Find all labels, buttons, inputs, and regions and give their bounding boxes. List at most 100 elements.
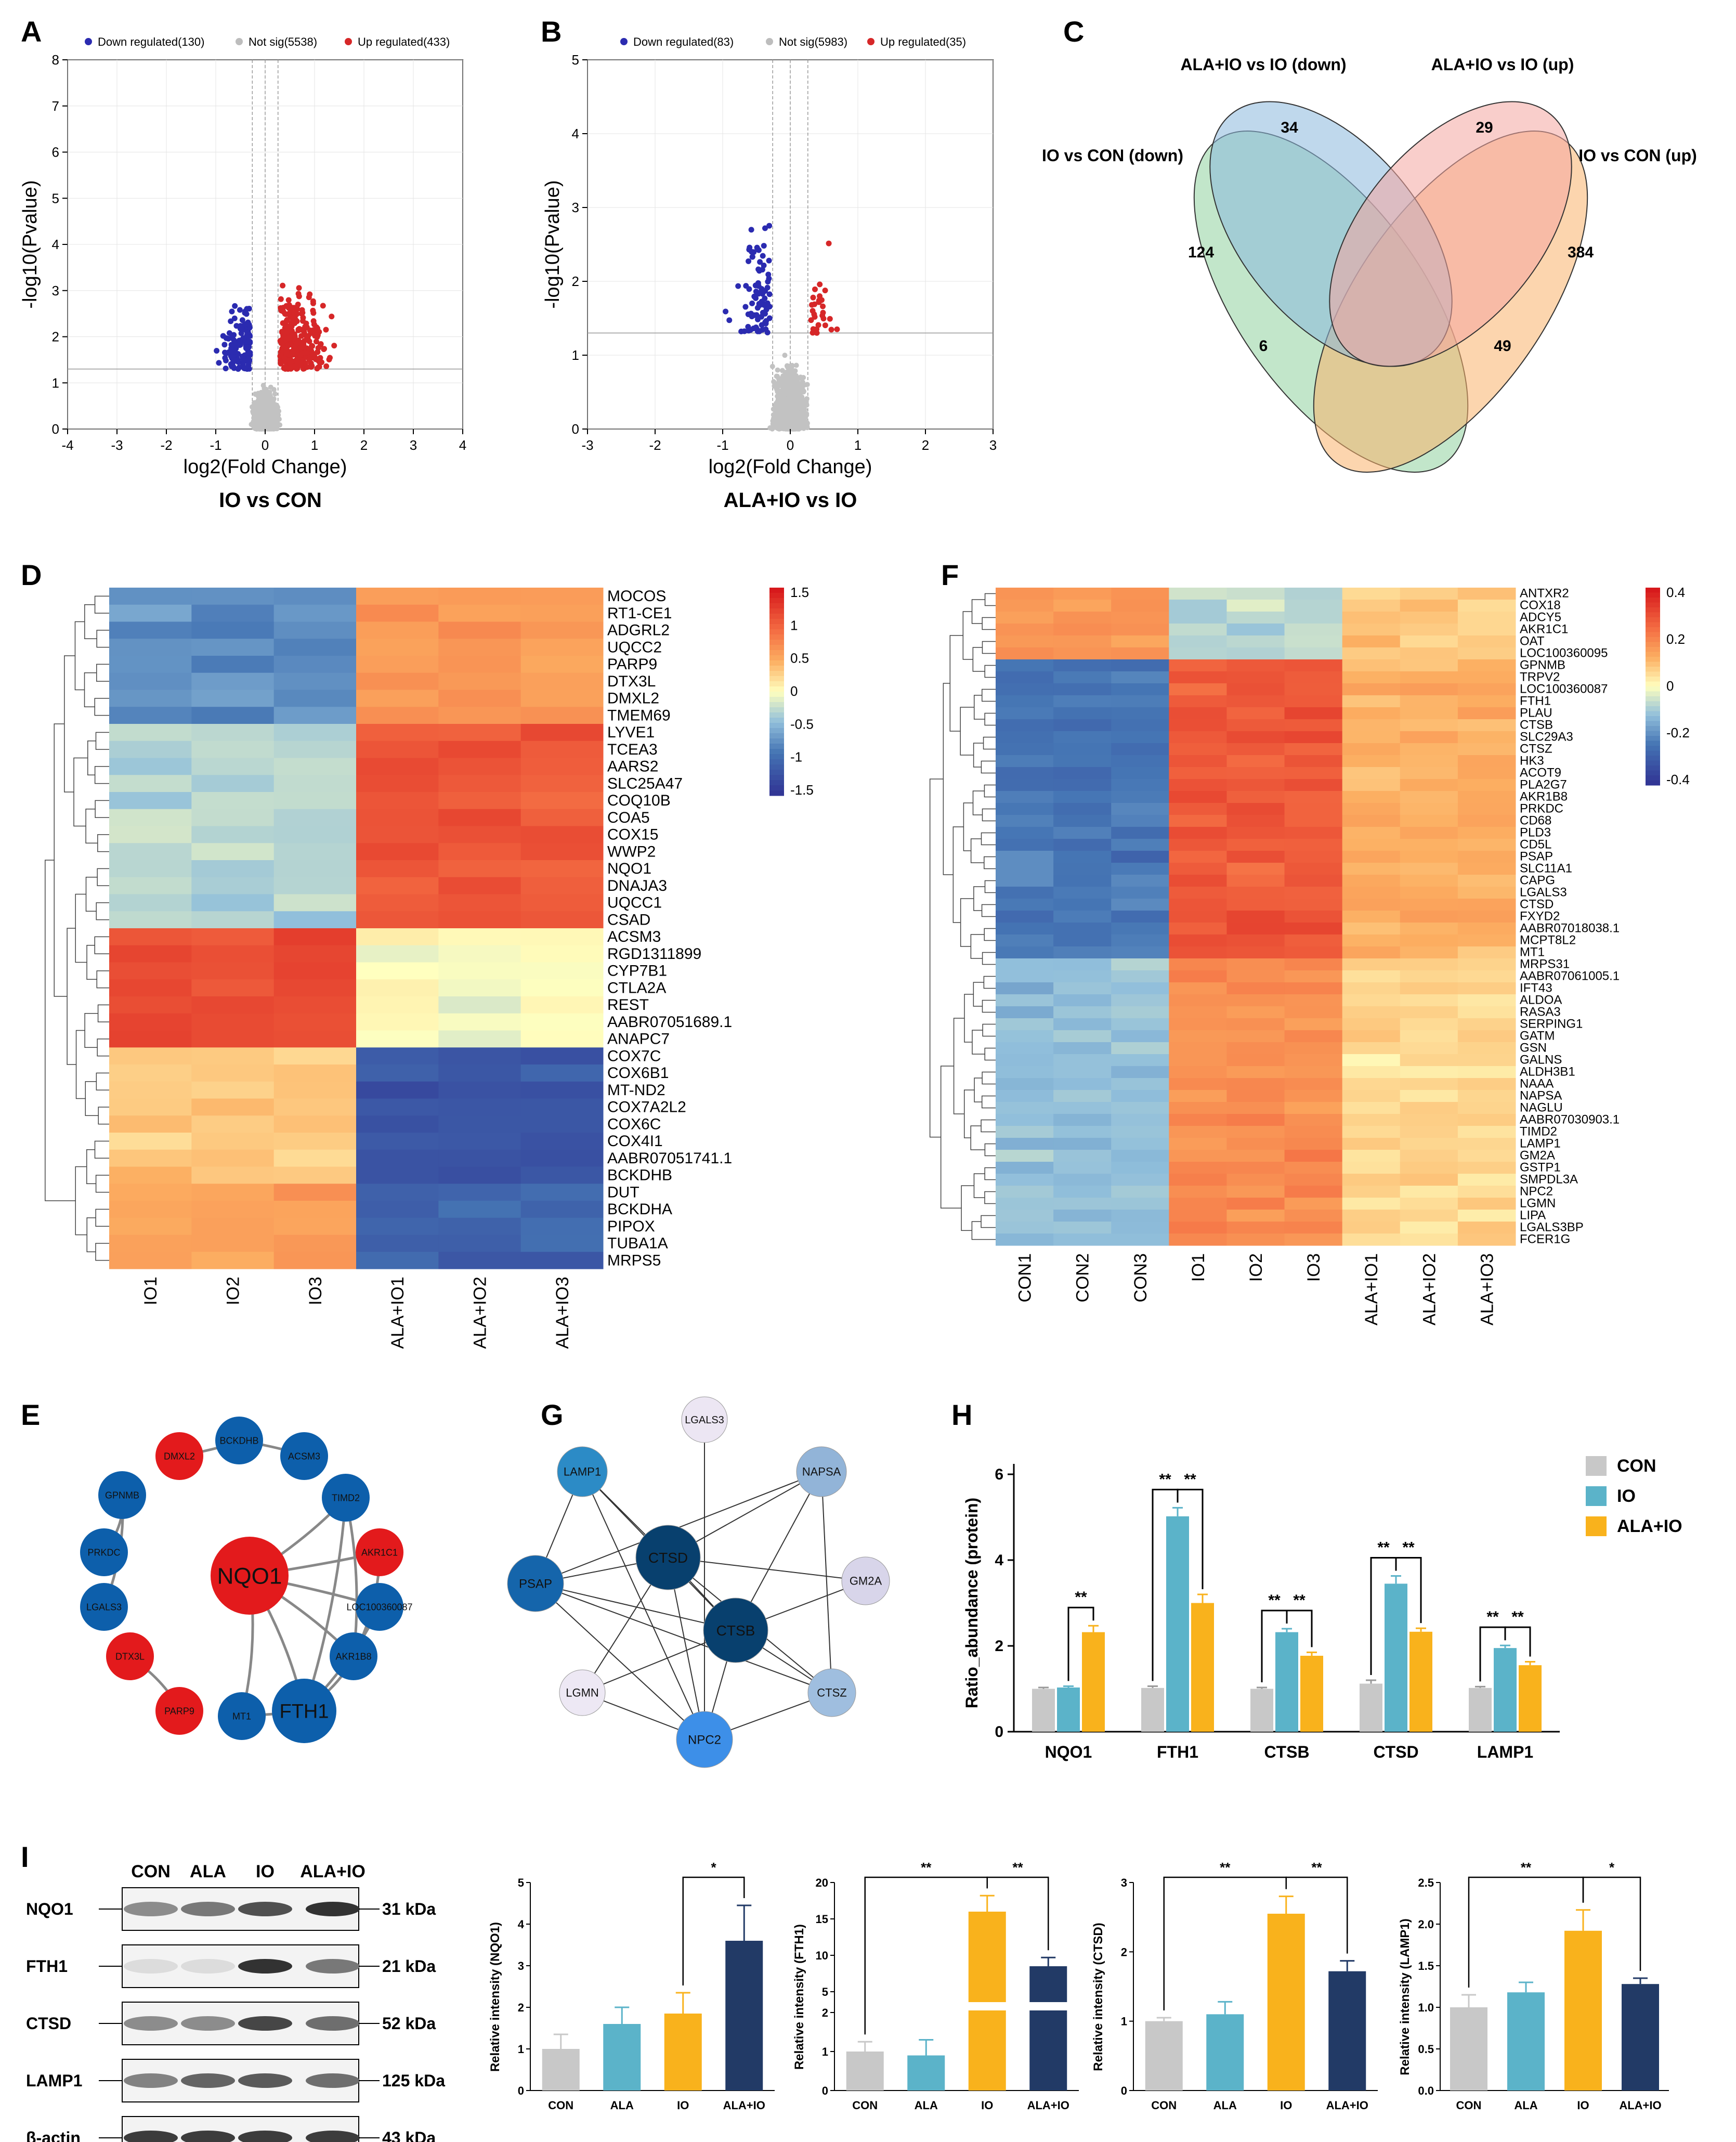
bar bbox=[1409, 1631, 1432, 1732]
heatmap-cell bbox=[1284, 839, 1343, 851]
heatmap-cell bbox=[1169, 827, 1227, 839]
gene-label: RGD1311899 bbox=[607, 945, 701, 963]
heatmap-cell bbox=[1111, 695, 1169, 708]
gene-label: DTX3L bbox=[607, 673, 656, 690]
category-label: CON bbox=[1151, 2099, 1177, 2112]
point-up bbox=[331, 343, 337, 349]
dendrogram-branch bbox=[75, 1030, 86, 1099]
y-tick-label: 0.5 bbox=[1418, 2043, 1434, 2056]
y-tick-label: 6 bbox=[995, 1466, 1003, 1483]
heatmap-cell bbox=[438, 945, 521, 963]
category-label: IO bbox=[981, 2099, 993, 2112]
dendrogram-branch bbox=[45, 860, 76, 1201]
scale-swatch bbox=[769, 692, 784, 697]
heatmap-cell bbox=[1400, 887, 1458, 899]
heatmap-cell bbox=[1111, 1078, 1169, 1091]
gene-label: COQ10B bbox=[607, 792, 671, 809]
heatmap-cell bbox=[109, 604, 192, 622]
y-tick-label: 2 bbox=[518, 2001, 524, 2014]
heatmap-cell bbox=[1169, 1162, 1227, 1174]
network-node-label: LOC100360087 bbox=[346, 1602, 412, 1612]
heatmap-cell bbox=[1111, 934, 1169, 947]
heatmap-cell bbox=[191, 996, 275, 1014]
legend-up-label-b: Up regulated(35) bbox=[880, 35, 966, 48]
heatmap-cell bbox=[1169, 934, 1227, 947]
heatmap-cell bbox=[520, 945, 604, 963]
x-tick-label: -3 bbox=[111, 437, 123, 453]
heatmap-cell bbox=[996, 588, 1054, 600]
heatmap-cell bbox=[1284, 695, 1343, 708]
heatmap-cell bbox=[109, 775, 192, 793]
heatmap-cell bbox=[1284, 1018, 1343, 1031]
heatmap-cell bbox=[273, 1013, 357, 1031]
heatmap-cell bbox=[520, 877, 604, 894]
heatmap-cell bbox=[520, 792, 604, 810]
heatmap-cell bbox=[1053, 923, 1112, 935]
gene-label: WWP2 bbox=[607, 843, 656, 860]
point-up bbox=[817, 281, 823, 288]
point-down bbox=[244, 329, 251, 335]
heatmap-cell bbox=[438, 1098, 521, 1116]
gene-label: ADGRL2 bbox=[607, 622, 670, 639]
heatmap-cell bbox=[1053, 803, 1112, 815]
bar bbox=[1145, 2021, 1183, 2091]
bar bbox=[1469, 1687, 1492, 1732]
network-node-label: DMXL2 bbox=[164, 1451, 195, 1461]
heatmap-cell bbox=[1400, 624, 1458, 636]
volcano-a-grid bbox=[67, 59, 463, 430]
heatmap-cell bbox=[1400, 875, 1458, 887]
gene-label: COX4I1 bbox=[607, 1133, 663, 1150]
scale-swatch bbox=[1646, 726, 1660, 731]
scale-swatch bbox=[1646, 647, 1660, 652]
heatmap-cell bbox=[1284, 887, 1343, 899]
heatmap-cell bbox=[1226, 1054, 1285, 1067]
gene-label: NAAA bbox=[1520, 1076, 1554, 1091]
heatmap-cell bbox=[1053, 600, 1112, 612]
dendrogram-branch bbox=[984, 665, 996, 678]
scale-swatch bbox=[1646, 750, 1660, 756]
heatmap-cell bbox=[1169, 1150, 1227, 1162]
heatmap-cell bbox=[1342, 1174, 1401, 1186]
scale-label: 0.2 bbox=[1666, 631, 1685, 647]
point-down bbox=[735, 283, 741, 289]
point-down bbox=[245, 339, 252, 345]
dendrogram-branch bbox=[95, 1175, 109, 1193]
heatmap-cell bbox=[520, 1115, 604, 1133]
heatmap-cell bbox=[273, 639, 357, 656]
heatmap-cell bbox=[996, 731, 1054, 744]
heatmap-cell bbox=[1342, 863, 1401, 875]
point-down bbox=[223, 335, 229, 341]
network-node-label: NQO1 bbox=[217, 1563, 282, 1589]
dendrogram-branch bbox=[971, 599, 985, 624]
dendrogram-branch bbox=[973, 743, 984, 768]
chart-ylabel: Relative intensity (NQO1) bbox=[488, 1922, 502, 2072]
gene-label: BCKDHA bbox=[607, 1201, 672, 1218]
sig-bracket bbox=[682, 1876, 745, 1985]
heatmap-cell bbox=[1053, 695, 1112, 708]
network-node-label: PARP9 bbox=[164, 1706, 194, 1716]
heatmap-cell bbox=[520, 775, 604, 793]
protein-label: β-actin bbox=[26, 2128, 81, 2142]
heatmap-cell bbox=[1053, 767, 1112, 780]
heatmap-cell bbox=[1053, 1198, 1112, 1210]
heatmap-cell bbox=[1111, 731, 1169, 744]
bar bbox=[1328, 1971, 1366, 2091]
heatmap-cell bbox=[1226, 1222, 1285, 1234]
sig-bracket bbox=[1177, 1488, 1204, 1589]
heatmap-cell bbox=[996, 1174, 1054, 1186]
heatmap-cell bbox=[356, 962, 439, 980]
heatmap-cell bbox=[996, 803, 1054, 815]
heatmap-cell bbox=[109, 1098, 192, 1116]
heatmap-cell bbox=[1284, 911, 1343, 923]
dendrogram-branch bbox=[952, 826, 964, 923]
heatmap-cell bbox=[1111, 671, 1169, 684]
heatmap-cell bbox=[438, 1235, 521, 1252]
heatmap-cell bbox=[109, 996, 192, 1014]
heatmap-cell bbox=[1400, 1090, 1458, 1102]
point-up bbox=[309, 343, 316, 349]
heatmap-cell bbox=[438, 690, 521, 707]
column-label: ALA+IO3 bbox=[1477, 1253, 1497, 1326]
scale-swatch bbox=[1646, 746, 1660, 751]
